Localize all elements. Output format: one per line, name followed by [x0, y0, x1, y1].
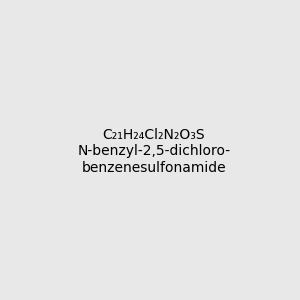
Text: C₂₁H₂₄Cl₂N₂O₃S
N-benzyl-2,5-dichloro-
benzenesulfonamide: C₂₁H₂₄Cl₂N₂O₃S N-benzyl-2,5-dichloro- be…	[77, 128, 230, 175]
